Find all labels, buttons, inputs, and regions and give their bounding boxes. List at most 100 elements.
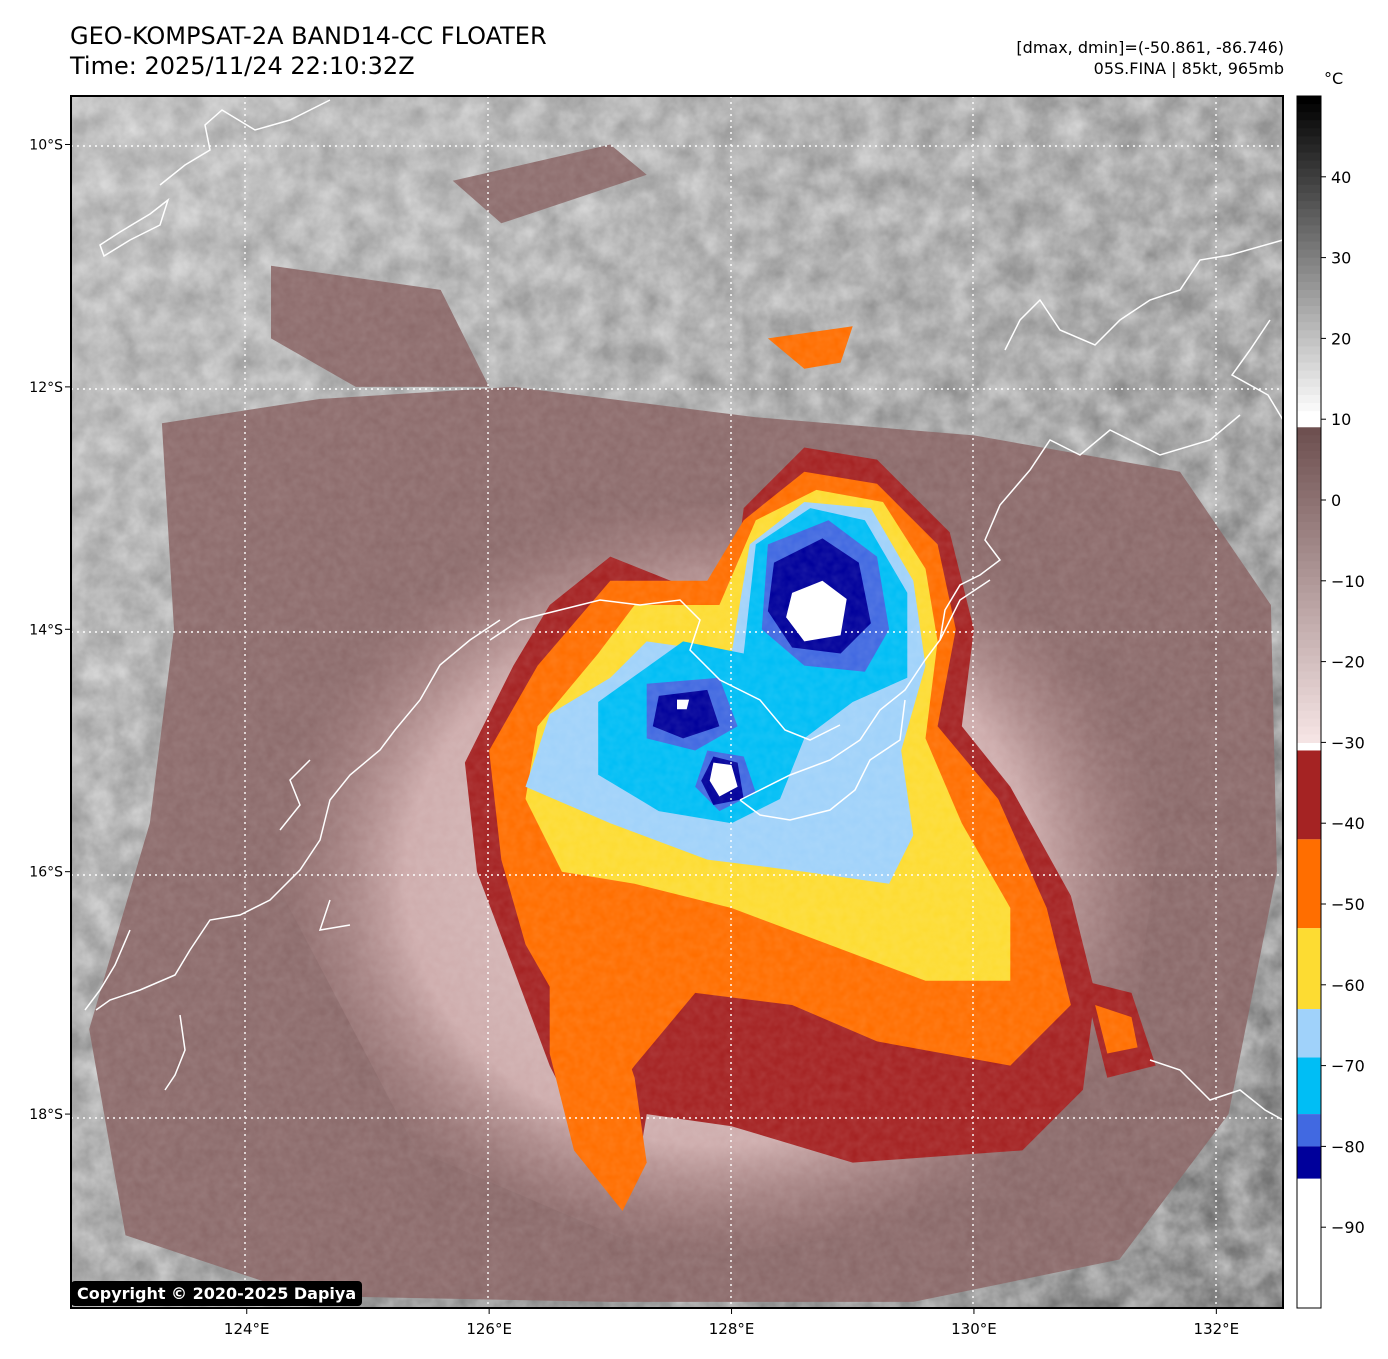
colorbar-band (1297, 750, 1321, 840)
colorbar-segment (1297, 671, 1321, 680)
colorbar-segment (1297, 710, 1321, 720)
y-tick-label: 10°S (29, 137, 63, 153)
colorbar-tick-label: −60 (1331, 976, 1365, 995)
chart-title: GEO-KOMPSAT-2A BAND14-CC FLOATER (70, 22, 547, 50)
colorbar-segment (1297, 241, 1321, 251)
colorbar-segment (1297, 600, 1321, 610)
colorbar-segment (1297, 584, 1321, 594)
colorbar-segment (1297, 435, 1321, 444)
colorbar-tick-label: −40 (1331, 814, 1365, 833)
colorbar-segment (1297, 265, 1321, 275)
colorbar-segment (1297, 281, 1321, 291)
colorbar-segment (1297, 217, 1321, 226)
colorbar-band (1297, 1114, 1321, 1147)
colorbar-segment (1297, 225, 1321, 234)
colorbar-tick-label: −70 (1331, 1057, 1365, 1076)
colorbar-frame (1296, 95, 1322, 1309)
colorbar-segment (1297, 403, 1321, 412)
colorbar-segment (1297, 249, 1321, 259)
colorbar-segment (1297, 576, 1321, 586)
fine-texture (71, 96, 1283, 1308)
colorbar-tick-label: −10 (1331, 572, 1365, 591)
storm-info: 05S.FINA | 85kt, 965mb (1093, 59, 1284, 78)
x-tick-label: 130°E (951, 1320, 997, 1338)
colorbar-segment (1297, 458, 1321, 468)
colorbar-segment (1297, 679, 1321, 688)
colorbar-segment (1297, 490, 1321, 499)
colorbar-segment (1297, 184, 1321, 194)
colorbar-segment (1297, 330, 1321, 339)
colorbar-tick-label: 40 (1331, 168, 1351, 187)
colorbar: 40 30 20 10 0 −10 −20 −30 −40 −50 −60 −70 −80 −90 °C (1296, 69, 1365, 1309)
colorbar-segment (1297, 273, 1321, 283)
colorbar-segment (1297, 314, 1321, 323)
colorbar-segment (1297, 378, 1321, 388)
colorbar-segment (1297, 655, 1321, 665)
colorbar-segment (1297, 718, 1321, 728)
colorbar-tick-label: −50 (1331, 895, 1365, 914)
colorbar-segment (1297, 513, 1321, 523)
colorbar-segment (1297, 386, 1321, 396)
colorbar-band (1297, 1146, 1321, 1179)
colorbar-segment (1297, 306, 1321, 315)
colorbar-tick-label: −80 (1331, 1137, 1365, 1156)
colorbar-segment (1297, 608, 1321, 617)
x-tick-label: 128°E (709, 1320, 755, 1338)
colorbar-segment (1297, 695, 1321, 704)
colorbar-segment (1297, 394, 1321, 404)
colorbar-segment (1297, 168, 1321, 178)
colorbar-tick-label: 30 (1331, 249, 1351, 268)
colorbar-tick-label: −20 (1331, 653, 1365, 672)
colorbar-segment (1297, 506, 1321, 515)
colorbar-segment (1297, 152, 1321, 162)
colorbar-segment (1297, 726, 1321, 736)
colorbar-segment (1297, 160, 1321, 170)
x-tick-label: 126°E (466, 1320, 512, 1338)
colorbar-segment (1297, 498, 1321, 507)
colorbar-band (1297, 928, 1321, 1010)
y-tick-label: 12°S (29, 380, 63, 396)
copyright-badge: Copyright © 2020-2025 Dapiya (71, 1281, 363, 1306)
colorbar-segment (1297, 537, 1321, 547)
imagery-layer (71, 96, 1283, 1308)
graticule (71, 96, 1283, 1308)
colorbar-segment (1297, 443, 1321, 452)
y-tick-label: 18°S (29, 1107, 63, 1123)
colorbar-segment (1297, 466, 1321, 476)
colorbar-segment (1297, 346, 1321, 356)
colorbar-segment (1297, 257, 1321, 267)
colorbar-tick-label: 10 (1331, 410, 1351, 429)
colorbar-segment (1297, 112, 1321, 121)
colorbar-segment (1297, 474, 1321, 484)
colorbar-segment (1297, 624, 1321, 633)
colorbar-segment (1297, 482, 1321, 491)
colorbar-segment (1297, 192, 1321, 202)
colorbar-segment (1297, 370, 1321, 380)
colorbar-unit: °C (1324, 69, 1343, 88)
colorbar-segment (1297, 104, 1321, 113)
colorbar-segment (1297, 734, 1321, 743)
x-tick-label: 124°E (224, 1320, 270, 1338)
colorbar-segment (1297, 411, 1321, 420)
colorbar-tick-label: −90 (1331, 1218, 1365, 1237)
colorbar-segment (1297, 201, 1321, 210)
colorbar-segment (1297, 322, 1321, 331)
colorbar-segment (1297, 289, 1321, 299)
colorbar-segment (1297, 128, 1321, 137)
colorbar-segment (1297, 687, 1321, 696)
y-tick-label: 14°S (29, 622, 63, 638)
colorbar-segment (1297, 561, 1321, 570)
colorbar-segment (1297, 632, 1321, 641)
colorbar-segment (1297, 545, 1321, 554)
colorbar-segment (1297, 616, 1321, 625)
chart-timestamp: Time: 2025/11/24 22:10:32Z (70, 52, 415, 80)
colorbar-segment (1297, 209, 1321, 218)
y-tick-label: 16°S (29, 865, 63, 881)
colorbar-segment (1297, 362, 1321, 372)
colorbar-segment (1297, 96, 1321, 105)
colorbar-segment (1297, 592, 1321, 602)
colorbar-segment (1297, 427, 1321, 436)
colorbar-segment (1297, 354, 1321, 364)
colorbar-segment (1297, 663, 1321, 673)
